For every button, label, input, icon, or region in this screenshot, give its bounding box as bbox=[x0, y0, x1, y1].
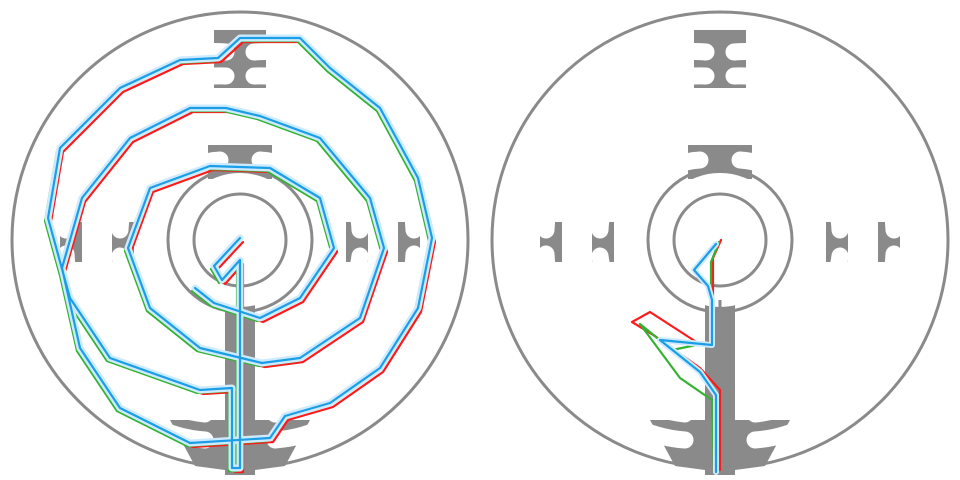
left-labyrinth bbox=[12, 12, 468, 475]
right-labyrinth bbox=[492, 12, 948, 475]
